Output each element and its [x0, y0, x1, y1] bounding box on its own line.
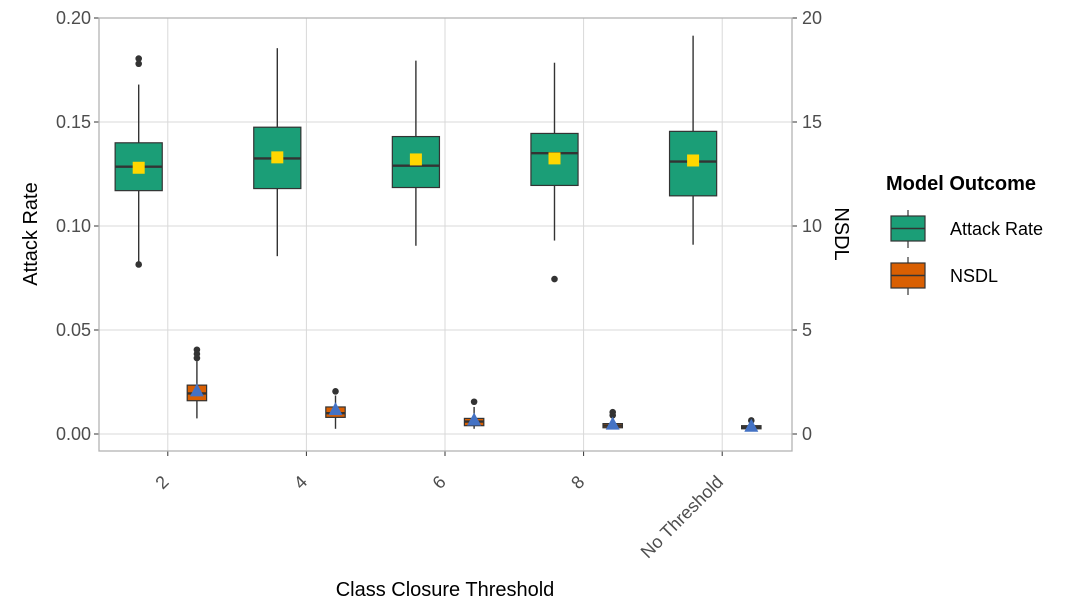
mean-marker — [605, 416, 620, 430]
legend-label: Attack Rate — [950, 219, 1043, 239]
legend-key — [890, 210, 926, 248]
y-axis-title-right: NSDL — [830, 207, 852, 260]
box-nsdl — [602, 408, 624, 430]
legend-label: NSDL — [950, 266, 998, 286]
outlier-point — [135, 261, 142, 268]
mean-marker — [189, 383, 204, 397]
y-tick-label-left: 0.00 — [56, 424, 91, 444]
boxes — [114, 35, 762, 432]
mean-marker — [409, 153, 422, 166]
legend-title: Model Outcome — [886, 173, 1036, 195]
y-axis-title-left: Attack Rate — [20, 182, 42, 285]
box-attack-rate — [253, 48, 302, 257]
x-tick-label: 8 — [567, 472, 588, 493]
box-attack-rate — [668, 35, 718, 245]
y-tick-label-left: 0.15 — [56, 112, 91, 132]
y-tick-label-left: 0.20 — [56, 8, 91, 28]
y-tick-label-right: 20 — [802, 8, 822, 28]
mean-marker — [467, 412, 482, 426]
outlier-point — [135, 60, 142, 68]
box-attack-rate — [530, 62, 579, 283]
grid — [99, 17, 792, 451]
mean-marker — [687, 154, 700, 167]
outlier-point — [193, 346, 201, 354]
mean-marker — [744, 418, 759, 432]
x-tick-label: No Threshold — [637, 472, 727, 562]
x-tick-label: 4 — [290, 472, 311, 493]
y-tick-label-right: 5 — [802, 320, 812, 340]
x-axis-title: Class Closure Threshold — [336, 579, 555, 601]
outlier-point — [551, 275, 558, 283]
outlier-point — [332, 388, 339, 395]
mean-marker — [271, 151, 284, 164]
y-tick-label-right: 0 — [802, 424, 812, 444]
box-nsdl — [325, 388, 346, 429]
y-tick-label-right: 15 — [802, 112, 822, 132]
x-tick-label: 2 — [151, 472, 172, 493]
y-tick-label-right: 10 — [802, 216, 822, 236]
box-nsdl — [741, 417, 762, 432]
box-attack-rate — [391, 60, 441, 246]
outlier-point — [470, 398, 478, 406]
mean-marker — [132, 161, 145, 174]
legend-key — [890, 257, 926, 295]
mean-marker — [548, 152, 561, 165]
box-nsdl — [186, 346, 208, 419]
x-tick-label: 6 — [429, 472, 450, 493]
outlier-point — [609, 408, 617, 416]
y-tick-label-left: 0.05 — [56, 320, 91, 340]
box-attack-rate — [114, 55, 163, 268]
y-tick-label-left: 0.10 — [56, 216, 91, 236]
outlier-point — [135, 55, 142, 62]
panel-border — [98, 17, 793, 452]
legend: Model Outcome Attack Rate NSDL — [886, 173, 1043, 295]
mean-marker — [328, 402, 343, 416]
box-nsdl — [463, 398, 485, 429]
